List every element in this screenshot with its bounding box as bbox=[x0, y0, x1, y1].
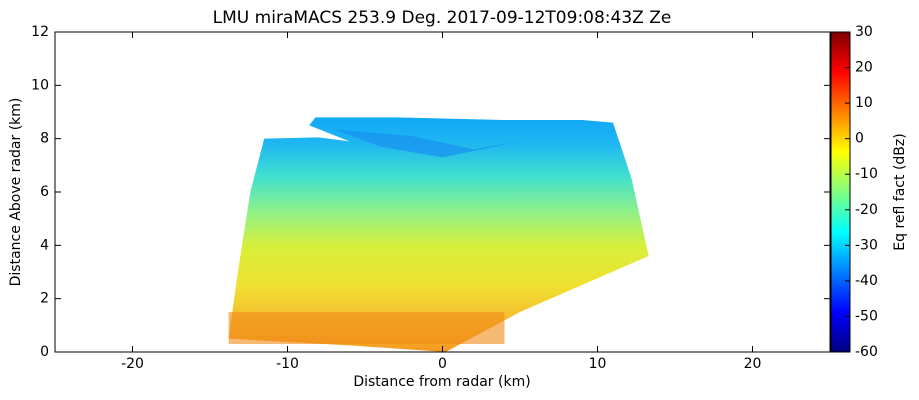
colorbar-tick-label: -50 bbox=[855, 308, 878, 324]
y-tick-label: 0 bbox=[40, 344, 49, 360]
x-tick-label: 20 bbox=[744, 356, 762, 372]
y-tick-label: 2 bbox=[40, 291, 49, 307]
x-tick-label: 10 bbox=[589, 356, 607, 372]
y-tick-label: 10 bbox=[31, 77, 49, 93]
chart-title: LMU miraMACS 253.9 Deg. 2017-09-12T09:08… bbox=[213, 8, 672, 28]
colorbar-tick-label: -20 bbox=[855, 202, 878, 218]
colorbar-tick-label: -10 bbox=[855, 166, 878, 182]
reflectivity-field bbox=[228, 117, 649, 352]
x-tick-label: 0 bbox=[438, 356, 447, 372]
colorbar-tick-label: -30 bbox=[855, 237, 878, 253]
colorbar-tick-label: -40 bbox=[855, 273, 878, 289]
y-axis-label: Distance Above radar (km) bbox=[8, 98, 24, 287]
colorbar-tick-label: -60 bbox=[855, 344, 878, 360]
y-tick-label: 8 bbox=[40, 131, 49, 147]
strong-echo-band bbox=[228, 312, 505, 344]
y-tick-label: 12 bbox=[31, 24, 49, 40]
colorbar-tick-label: 20 bbox=[855, 60, 873, 76]
colorbar-tick-label: 0 bbox=[855, 131, 864, 147]
colorbar-label: Eq refl fact (dBz) bbox=[892, 133, 908, 250]
colorbar bbox=[830, 31, 851, 353]
colorbar-tick-label: 10 bbox=[855, 95, 873, 111]
weak-echo-band bbox=[334, 129, 520, 158]
x-axis-label: Distance from radar (km) bbox=[353, 374, 530, 390]
x-tick-label: -10 bbox=[276, 356, 299, 372]
y-tick-label: 4 bbox=[40, 237, 49, 253]
colorbar-tick-label: 30 bbox=[855, 24, 873, 40]
y-tick-label: 6 bbox=[40, 184, 49, 200]
x-tick-label: -20 bbox=[121, 356, 144, 372]
